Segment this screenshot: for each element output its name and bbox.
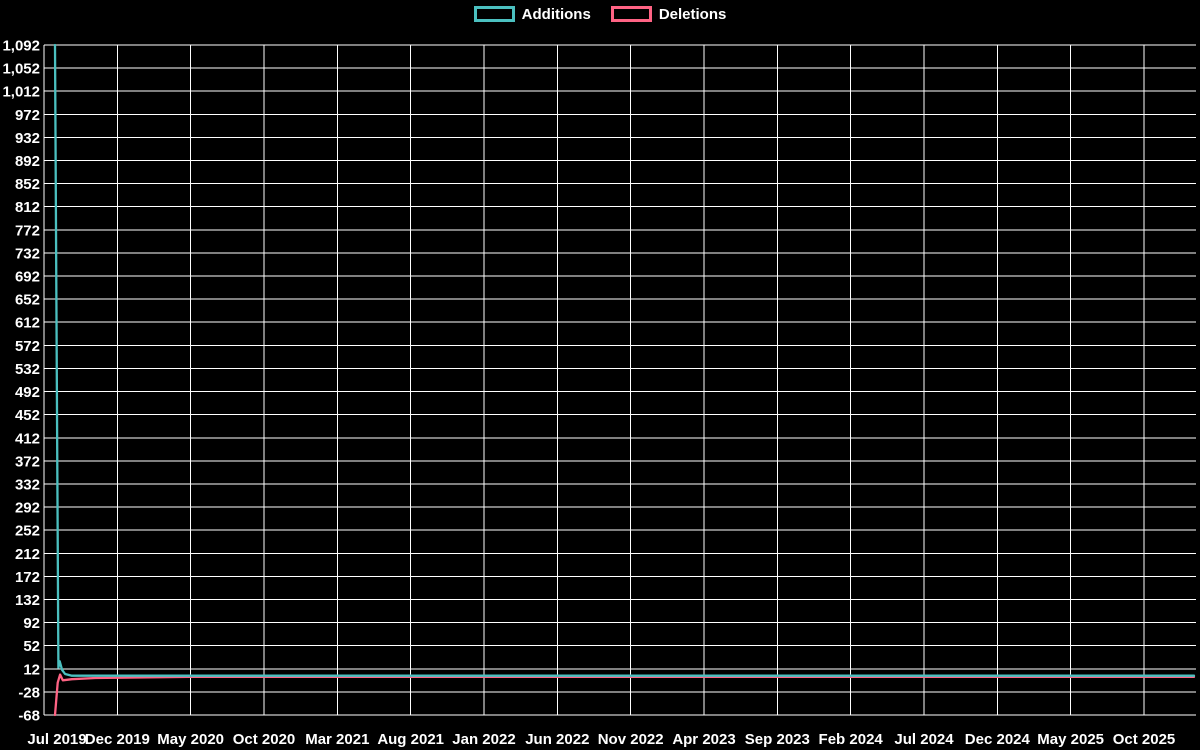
y-tick-label: 132 xyxy=(15,592,40,609)
y-tick-label: 532 xyxy=(15,361,40,378)
y-tick-label: 172 xyxy=(15,569,40,586)
y-tick-label: 212 xyxy=(15,546,40,563)
x-tick-label: Oct 2020 xyxy=(233,731,296,748)
x-tick-label: Sep 2023 xyxy=(745,731,810,748)
y-tick-label: -68 xyxy=(18,708,40,725)
legend-item-deletions[interactable]: Deletions xyxy=(610,5,727,23)
y-tick-label: 892 xyxy=(15,153,40,170)
x-tick-label: Oct 2025 xyxy=(1113,731,1176,748)
y-tick-label: 492 xyxy=(15,384,40,401)
additions-series-line[interactable] xyxy=(53,43,1196,677)
y-tick-label: 772 xyxy=(15,222,40,239)
y-tick-label: 732 xyxy=(15,245,40,262)
y-tick-label: 572 xyxy=(15,338,40,355)
x-tick-label: May 2020 xyxy=(157,731,224,748)
y-tick-label: 972 xyxy=(15,107,40,124)
deletions-legend-swatch xyxy=(610,6,652,22)
x-tick-label: Jan 2022 xyxy=(452,731,515,748)
x-tick-label: Dec 2019 xyxy=(85,731,150,748)
y-tick-label: 252 xyxy=(15,523,40,540)
y-tick-label: 1,052 xyxy=(2,61,40,78)
y-tick-label: 52 xyxy=(23,638,40,655)
y-tick-label: 372 xyxy=(15,453,40,470)
x-tick-label: Aug 2021 xyxy=(377,731,444,748)
y-tick-label: 652 xyxy=(15,292,40,309)
y-tick-label: 932 xyxy=(15,130,40,147)
legend-item-additions[interactable]: Additions xyxy=(473,5,591,23)
x-tick-label: Mar 2021 xyxy=(305,731,369,748)
x-tick-label: May 2025 xyxy=(1037,731,1104,748)
additions-legend-swatch xyxy=(473,6,515,22)
x-tick-label: Nov 2022 xyxy=(598,731,664,748)
y-tick-label: 1,092 xyxy=(2,38,40,55)
y-tick-label: 852 xyxy=(15,176,40,193)
y-tick-label: 1,012 xyxy=(2,84,40,101)
deletions-legend-label: Deletions xyxy=(658,5,727,23)
y-tick-label: 812 xyxy=(15,199,40,216)
y-tick-label: 612 xyxy=(15,315,40,332)
chart-legend: Additions Deletions xyxy=(0,6,1200,22)
y-tick-label: -28 xyxy=(18,684,40,701)
y-tick-label: 292 xyxy=(15,500,40,517)
x-tick-label: Jul 2019 xyxy=(27,731,86,748)
x-tick-label: Apr 2023 xyxy=(672,731,735,748)
additions-legend-label: Additions xyxy=(521,5,591,23)
x-tick-label: Jun 2022 xyxy=(525,731,589,748)
x-tick-label: Feb 2024 xyxy=(819,731,884,748)
y-tick-label: 452 xyxy=(15,407,40,424)
y-tick-label: 692 xyxy=(15,269,40,286)
y-tick-label: 412 xyxy=(15,430,40,447)
y-tick-label: 12 xyxy=(23,661,40,678)
y-tick-label: 92 xyxy=(23,615,40,632)
deletions-series-line[interactable] xyxy=(53,673,1196,717)
y-tick-label: 332 xyxy=(15,476,40,493)
x-tick-label: Dec 2024 xyxy=(965,731,1031,748)
x-tick-label: Jul 2024 xyxy=(894,731,954,748)
